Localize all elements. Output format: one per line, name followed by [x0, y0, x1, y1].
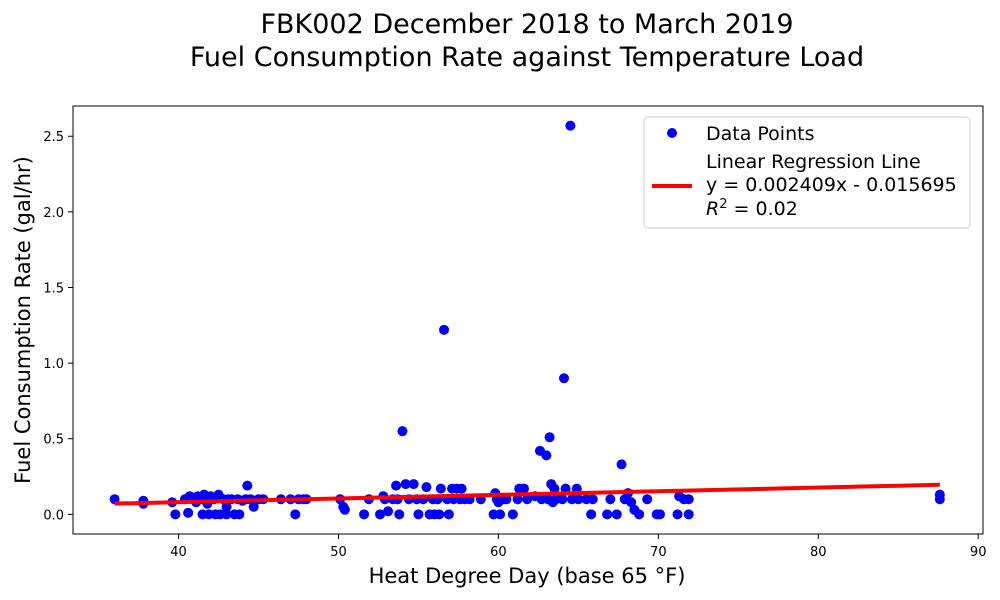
data-point: [413, 509, 424, 520]
legend-box: [643, 116, 971, 229]
data-point: [654, 509, 665, 520]
data-point: [383, 506, 394, 517]
data-point: [558, 373, 569, 384]
y-tick-label: 1.0: [43, 357, 64, 372]
x-tick-label: 50: [330, 545, 347, 560]
data-point: [560, 483, 571, 494]
legend: Data Points Linear Regression Line y = 0…: [643, 116, 971, 229]
data-point: [544, 432, 555, 443]
x-tick-label: 90: [970, 545, 987, 560]
data-point: [522, 494, 533, 505]
data-point: [434, 509, 445, 520]
data-point: [359, 509, 370, 520]
y-tick-label: 0.5: [43, 433, 64, 448]
r-squared-value: = 0.02: [727, 198, 797, 220]
data-point: [397, 426, 408, 437]
chart-title-line-2: Fuel Consumption Rate against Temperatur…: [190, 42, 864, 73]
legend-label-data-points: Data Points: [706, 123, 814, 145]
data-point: [611, 509, 622, 520]
y-axis-ticks: 0.0 0.5 1.0 1.5 2.0 2.5: [43, 130, 73, 523]
y-axis-label: Fuel Consumption Rate (gal/hr): [11, 156, 35, 484]
x-tick-label: 40: [170, 545, 187, 560]
data-point: [565, 120, 576, 131]
data-point: [512, 494, 523, 505]
data-point: [626, 497, 637, 508]
data-point: [642, 494, 653, 505]
data-point: [400, 479, 411, 490]
data-point: [683, 509, 694, 520]
x-tick-label: 80: [810, 545, 827, 560]
y-tick-label: 2.0: [43, 206, 64, 221]
data-point: [242, 480, 253, 491]
x-axis-ticks: 40 50 60 70 80 90: [170, 534, 986, 560]
chart-title-line-1: FBK002 December 2018 to March 2019: [260, 9, 793, 40]
y-tick-label: 1.5: [43, 281, 64, 296]
legend-label-regression-equation: y = 0.002409x - 0.015695: [706, 174, 957, 196]
legend-label-r-squared: R2 = 0.02: [706, 197, 798, 221]
x-axis-label: Heat Degree Day (base 65 °F): [369, 564, 686, 588]
data-point: [339, 504, 350, 515]
data-point: [435, 483, 446, 494]
data-point: [616, 459, 627, 470]
data-point: [290, 509, 301, 520]
y-tick-label: 0.0: [43, 508, 64, 523]
r-squared-superscript: 2: [719, 197, 727, 212]
data-point: [456, 483, 467, 494]
x-tick-label: 60: [490, 545, 507, 560]
data-point: [683, 494, 694, 505]
data-point: [672, 509, 683, 520]
data-point: [602, 509, 613, 520]
regression-line-layer: [114, 482, 940, 506]
data-point: [507, 509, 518, 520]
data-point: [170, 509, 181, 520]
data-point: [221, 509, 232, 520]
data-point: [439, 324, 450, 335]
r-squared-symbol: R: [706, 198, 719, 220]
data-point: [421, 482, 432, 493]
data-point: [391, 480, 402, 491]
legend-label-regression-title: Linear Regression Line: [706, 151, 921, 173]
legend-marker-data-points: [667, 128, 677, 138]
data-point: [605, 494, 616, 505]
data-point: [634, 509, 645, 520]
y-tick-label: 2.5: [43, 130, 64, 145]
data-point: [234, 509, 245, 520]
data-point: [587, 494, 598, 505]
x-tick-label: 70: [650, 545, 667, 560]
data-point: [248, 501, 259, 512]
data-point: [934, 494, 945, 505]
data-point: [557, 494, 568, 505]
data-point: [394, 509, 405, 520]
plot-area-frame: [72, 105, 984, 535]
data-point: [183, 507, 194, 518]
data-point: [541, 450, 552, 461]
regression-line: [114, 482, 940, 506]
data-point: [221, 501, 232, 512]
data-point: [519, 483, 529, 494]
data-point: [443, 509, 454, 520]
data-point: [408, 479, 419, 490]
data-point: [586, 509, 597, 520]
data-point: [549, 483, 560, 494]
data-point: [375, 509, 386, 520]
data-point: [495, 509, 506, 520]
data-point: [573, 494, 584, 505]
